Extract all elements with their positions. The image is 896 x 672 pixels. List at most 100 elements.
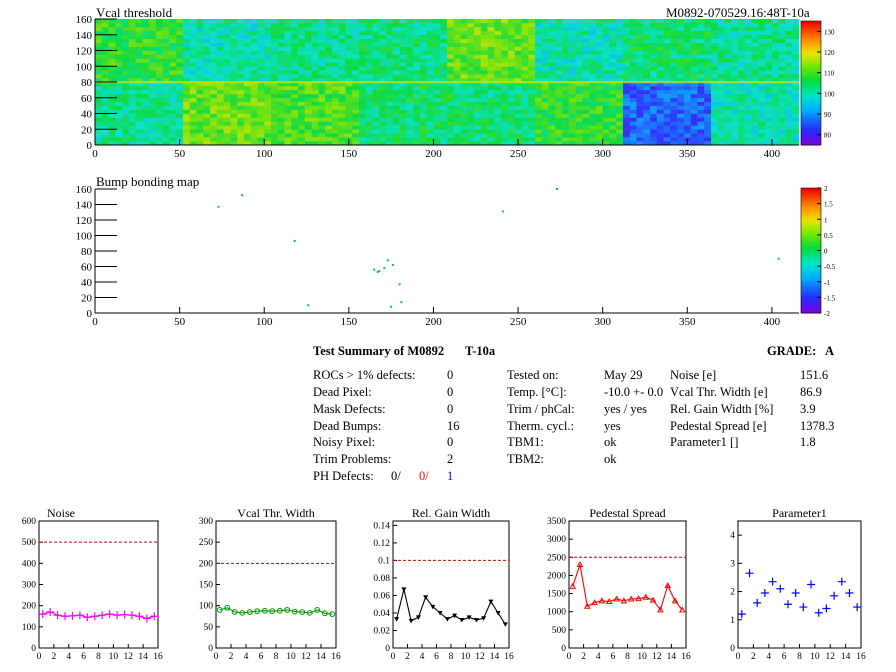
summary-label: Noisy Pixel: <box>313 435 376 449</box>
colorbar-cell <box>801 135 821 139</box>
y-tick-label: 400 <box>22 559 37 569</box>
y-tick-label: 500 <box>552 626 567 636</box>
data-point <box>745 569 754 578</box>
y-tick-label: 160 <box>76 14 93 26</box>
data-point <box>466 615 472 620</box>
data-point <box>822 604 831 613</box>
summary-value: 1378.3 <box>800 419 835 433</box>
y-tick-label: 0 <box>87 140 93 152</box>
data-point <box>814 608 823 617</box>
colorbar-cell <box>801 238 821 241</box>
colorbar-cell <box>801 225 821 229</box>
data-point <box>605 598 613 605</box>
dead-bump-point <box>386 259 389 262</box>
colorbar-cell <box>801 107 821 111</box>
data-point <box>61 612 70 621</box>
y-tick-label: 0.14 <box>373 521 390 531</box>
colorbar-cell <box>801 21 821 24</box>
y-tick-label: 0 <box>208 644 213 654</box>
y-tick-label: 100 <box>199 602 214 612</box>
y-tick-label: 2000 <box>547 571 566 581</box>
dead-bump-points <box>217 188 780 308</box>
colorbar-cell <box>801 300 821 304</box>
summary-label: Tested on: <box>507 368 559 382</box>
x-tick-label: 12 <box>475 652 485 662</box>
x-tick-label: 10 <box>637 652 647 662</box>
summary-value: 0 <box>447 368 454 382</box>
dead-bump-point <box>383 267 386 270</box>
x-tick-label: 16 <box>681 652 691 662</box>
colorbar-tick-label: 80 <box>824 132 832 140</box>
summary-value: yes / yes <box>604 402 648 416</box>
data-point <box>284 607 291 613</box>
colorbar-cell <box>801 228 821 231</box>
colorbar-cell <box>801 43 821 47</box>
summary-value: 86.9 <box>800 385 822 399</box>
colorbar-cell <box>801 188 821 191</box>
y-tick-label: 0 <box>385 644 390 654</box>
x-tick-label: 16 <box>856 652 866 662</box>
x-tick-label: 0 <box>37 652 42 662</box>
x-tick-label: 4 <box>420 652 425 662</box>
x-tick-label: 12 <box>124 652 134 662</box>
data-point <box>261 607 268 614</box>
colorbar-cell <box>801 278 821 281</box>
x-tick-label: 6 <box>434 652 439 662</box>
summary-value: 0 <box>447 402 454 416</box>
colorbar-tick-label: 2 <box>824 185 828 193</box>
data-point <box>627 595 635 602</box>
series-line <box>219 607 333 615</box>
data-point <box>401 587 407 592</box>
dead-bump-point <box>217 205 220 208</box>
summary-value: ok <box>604 452 617 466</box>
ph-defects-value-1: 0/ <box>391 469 401 483</box>
summary-value: -10.0 +- 0.0 <box>604 385 664 399</box>
summary-label: ROCs > 1% defects: <box>313 368 416 382</box>
y-tick-label: 1000 <box>547 608 566 618</box>
colorbar-tick-label: 110 <box>824 70 835 78</box>
y-tick-label: 4 <box>730 531 735 541</box>
colorbar-cell <box>801 90 821 94</box>
data-point <box>46 608 55 617</box>
summary-label: Therm. cycl.: <box>507 419 574 433</box>
colorbar-tick-label: 90 <box>824 111 832 119</box>
colorbar-cell <box>801 78 821 82</box>
colorbar-cell <box>801 140 821 144</box>
y-tick-label: 2500 <box>547 553 566 563</box>
grade-value: A <box>825 344 835 358</box>
data-point <box>38 610 47 619</box>
dead-bump-point <box>556 188 558 190</box>
y-tick-label: 0 <box>31 644 36 654</box>
colorbar-cell <box>801 110 821 114</box>
x-tick-label: 8 <box>449 652 454 662</box>
data-point <box>394 617 400 622</box>
plot-title: Rel. Gain Width <box>412 506 490 520</box>
x-tick-label: 12 <box>652 652 662 662</box>
ph-defects-label: PH Defects: <box>313 469 374 483</box>
x-tick-label: 8 <box>797 652 802 662</box>
colorbar-cell <box>801 115 821 119</box>
data-point <box>664 582 672 589</box>
y-tick-label: 3 <box>730 559 735 569</box>
data-point <box>444 617 450 622</box>
colorbar-cell <box>801 30 821 34</box>
colorbar-cell <box>801 137 821 141</box>
data-point <box>142 614 151 623</box>
x-tick-label: 8 <box>274 652 279 662</box>
y-tick-label: 120 <box>76 215 93 227</box>
colorbar-cell <box>801 233 821 236</box>
x-tick-label: 16 <box>153 652 163 662</box>
vcal-threshold-axes: 0 50 100 150 200 250 300 350 400 0 20 40 60 80 100 120 1… <box>76 14 799 160</box>
colorbar-tick-label: 1 <box>824 216 828 224</box>
data-point <box>90 612 99 621</box>
y-tick-label: 3000 <box>547 535 566 545</box>
data-point <box>98 611 107 620</box>
colorbar-cell <box>801 120 821 124</box>
x-tick-label: 4 <box>766 652 771 662</box>
data-point <box>269 608 276 615</box>
data-point <box>768 577 777 586</box>
colorbar-cell <box>801 240 821 244</box>
y-tick-label: 80 <box>81 77 93 89</box>
y-tick-label: 0.04 <box>373 609 390 619</box>
vcal-threshold-colorbar: 80 90 100 110 120 130 <box>800 20 835 146</box>
